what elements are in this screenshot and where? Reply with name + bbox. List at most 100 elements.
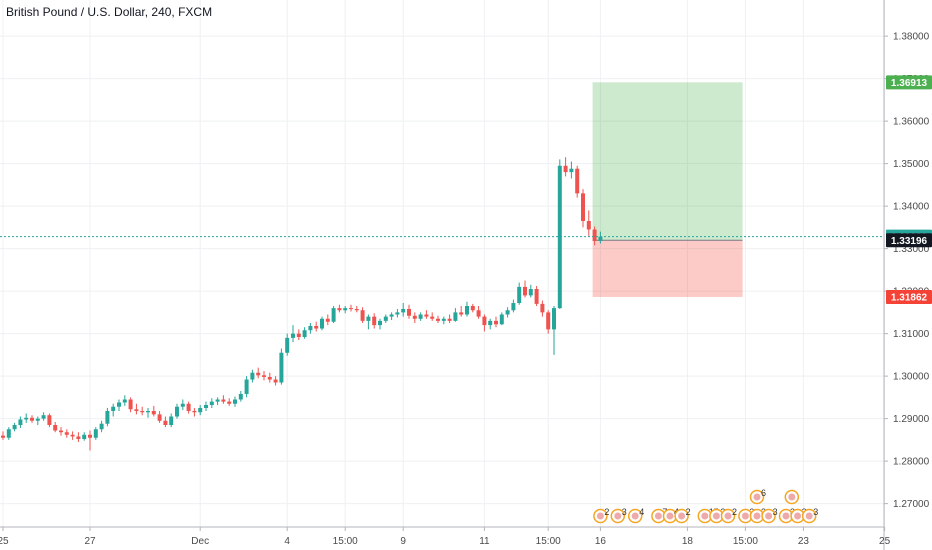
- event-flag-core: [666, 512, 674, 520]
- y-tick-label: 1.36000: [893, 117, 930, 128]
- candle-body: [204, 405, 208, 408]
- candle-body: [412, 315, 417, 319]
- candle-body: [557, 165, 562, 309]
- y-tick-label: 1.31000: [893, 329, 930, 340]
- candle-body: [470, 306, 475, 311]
- event-flag-core: [654, 512, 662, 520]
- candle-body: [331, 308, 336, 322]
- candle-body: [134, 409, 139, 411]
- candle-body: [35, 418, 40, 421]
- x-tick-label: 27: [84, 536, 96, 547]
- event-flag-core: [596, 512, 604, 520]
- candle-body: [273, 379, 278, 383]
- candle-body: [586, 221, 591, 230]
- candle-body: [523, 286, 527, 296]
- price-badge-label: 1.36913: [891, 78, 928, 89]
- candle-body: [430, 316, 435, 319]
- candle-body: [140, 410, 145, 413]
- candle-body: [117, 402, 121, 407]
- candle-body: [262, 375, 266, 377]
- candle-body: [99, 423, 104, 430]
- candle-body: [285, 337, 290, 353]
- candle-body: [552, 308, 556, 330]
- candle-body: [372, 316, 377, 326]
- y-axis-panel: [885, 0, 932, 550]
- event-count: 2: [732, 507, 737, 517]
- candle-body: [482, 316, 487, 326]
- candle-body: [105, 410, 110, 424]
- y-tick-label: 1.29000: [893, 414, 930, 425]
- candle-body: [122, 399, 127, 403]
- candle-body: [592, 229, 597, 241]
- event-flag-core: [753, 512, 761, 520]
- candle-body: [53, 425, 58, 431]
- x-tick-label: 4: [284, 536, 290, 547]
- candle-body: [389, 314, 394, 317]
- event-flag-core: [701, 512, 709, 520]
- candle-body: [180, 403, 185, 407]
- y-tick-label: 1.35000: [893, 159, 930, 170]
- candle-body: [256, 372, 261, 376]
- x-tick-label: 9: [400, 536, 406, 547]
- candle-body: [325, 318, 330, 322]
- candle-body: [175, 406, 179, 417]
- price-badge: [886, 75, 932, 90]
- event-flag-core: [678, 512, 686, 520]
- candle-body: [395, 312, 400, 315]
- candle-body: [354, 308, 359, 311]
- candle-body: [337, 308, 342, 311]
- event-flag-core: [724, 512, 732, 520]
- candle-body: [111, 406, 116, 411]
- candle-body: [540, 303, 545, 313]
- candle-body: [221, 399, 226, 402]
- candle-body: [575, 168, 580, 194]
- candle-body: [6, 429, 11, 438]
- event-flag-core: [782, 512, 790, 520]
- candle-body: [534, 289, 539, 304]
- stop-zone: [592, 240, 743, 297]
- candle-body: [401, 308, 406, 313]
- candle-body: [227, 401, 232, 404]
- candle-body: [453, 312, 458, 321]
- candle-body: [528, 289, 533, 296]
- candle-body: [488, 320, 493, 326]
- candle-body: [151, 410, 156, 415]
- candle-body: [64, 432, 69, 435]
- candle-body: [291, 333, 295, 338]
- candle-body: [12, 425, 17, 430]
- candle-body: [250, 372, 255, 380]
- event-flag-core: [631, 512, 639, 520]
- x-tick-label: 15:00: [536, 536, 561, 547]
- candle-body: [70, 434, 75, 437]
- event-flag-core: [712, 512, 720, 520]
- event-flag-core: [614, 512, 622, 520]
- y-tick-label: 1.33000: [893, 244, 930, 255]
- candle-body: [30, 417, 34, 421]
- x-tick-label: Dec: [191, 536, 209, 547]
- candle-body: [146, 410, 150, 413]
- candle-body: [215, 399, 220, 402]
- candle-body: [366, 316, 371, 321]
- event-count: 6: [761, 488, 766, 498]
- price-badge-label: 1.31862: [891, 292, 928, 303]
- candle-body: [267, 376, 272, 380]
- candle-body: [82, 434, 87, 440]
- candle-body: [441, 318, 446, 321]
- candle-body: [157, 414, 162, 421]
- candle-body: [279, 352, 284, 383]
- candle-body: [302, 330, 307, 338]
- x-tick-label: 25: [879, 536, 891, 547]
- price-badge-label: 1.33196: [891, 236, 928, 247]
- x-tick-label: 15:00: [333, 536, 358, 547]
- x-tick-label: 25: [0, 536, 9, 547]
- candle-body: [546, 312, 551, 330]
- candle-body: [238, 393, 243, 400]
- event-count: 4: [639, 507, 644, 517]
- x-tick-label: 16: [595, 536, 607, 547]
- event-count: 3: [813, 507, 818, 517]
- x-tick-label: 23: [798, 536, 810, 547]
- candle-body: [314, 325, 319, 329]
- y-tick-label: 1.30000: [893, 372, 930, 383]
- candle-body: [24, 417, 29, 420]
